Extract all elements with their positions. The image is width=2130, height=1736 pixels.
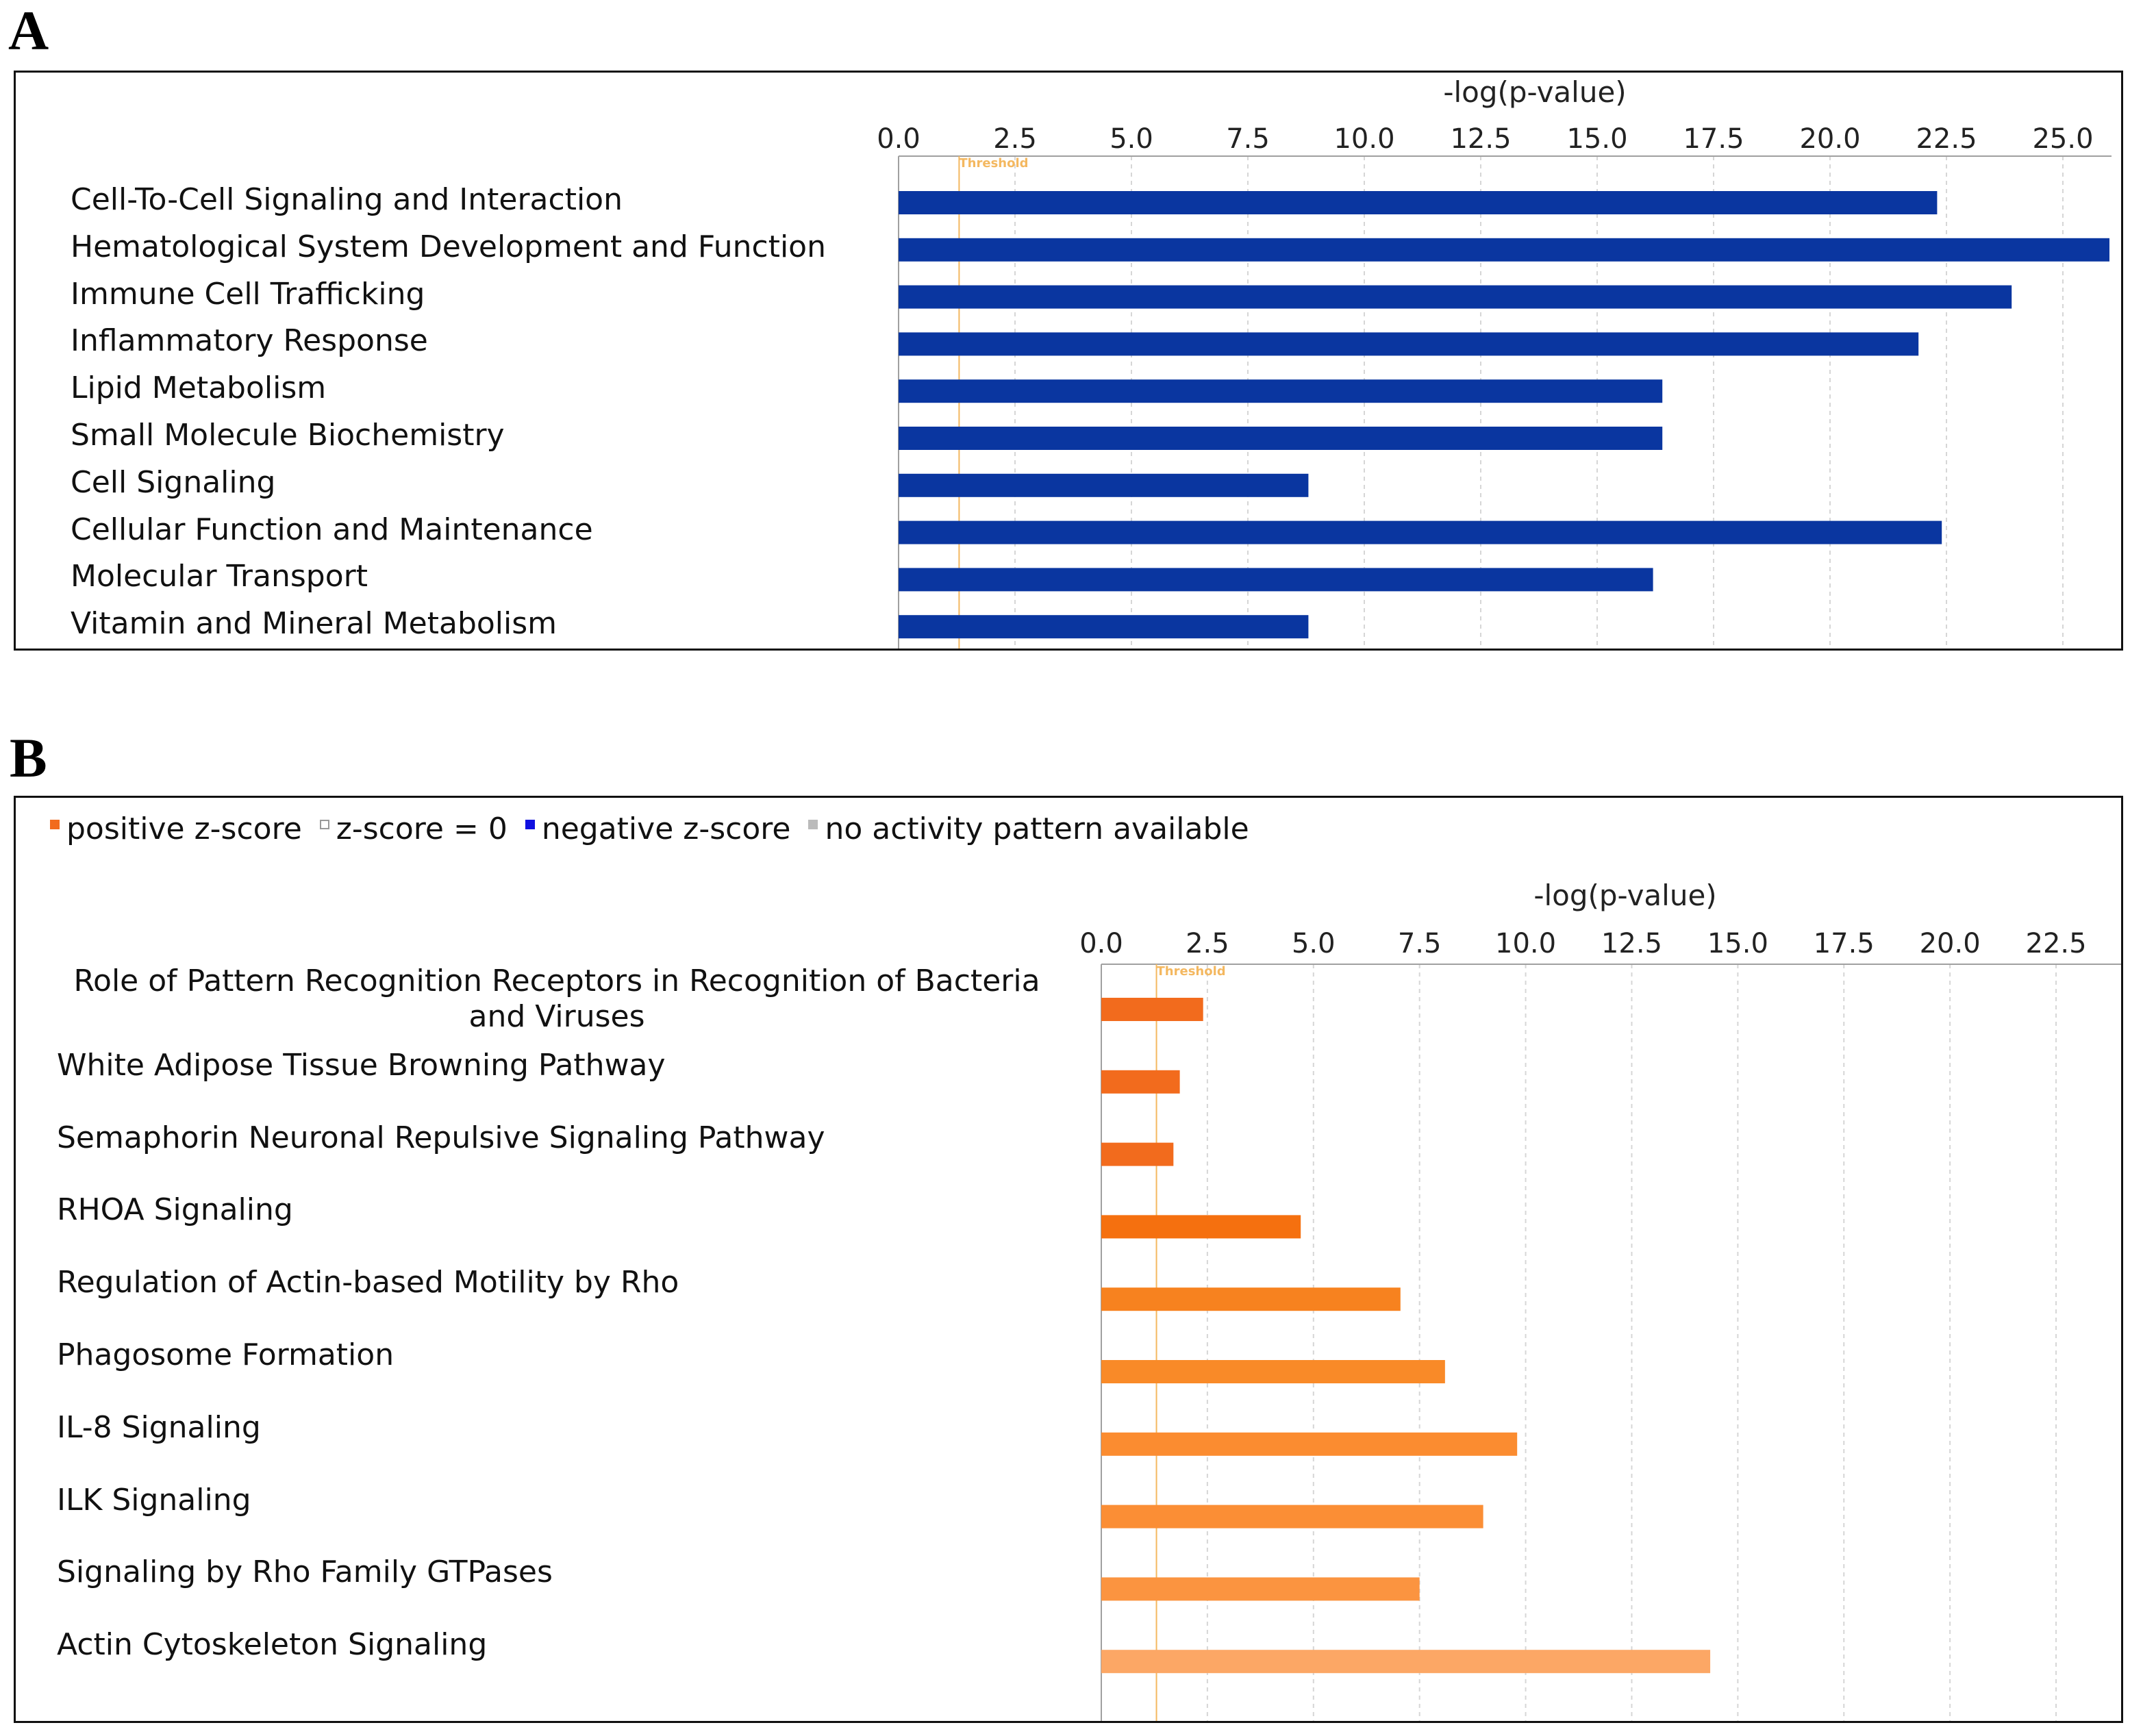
x-tick-label: 2.5	[993, 123, 1037, 155]
category-label: Cellular Function and Maintenance	[71, 512, 593, 547]
bar-10	[899, 615, 1309, 639]
category-label: Cell-To-Cell Signaling and Interaction	[71, 182, 623, 217]
bar-6	[1101, 1360, 1445, 1383]
category-label: Regulation of Actin-based Motility by Rh…	[57, 1265, 679, 1300]
panel-b-legend: positive z-score z-score = 0 negative z-…	[50, 812, 1249, 846]
category-label: Vitamin and Mineral Metabolism	[71, 606, 557, 642]
category-label: Semaphorin Neuronal Repulsive Signaling …	[57, 1120, 825, 1155]
bar-2	[899, 238, 2109, 262]
category-label: Lipid Metabolism	[71, 370, 327, 406]
category-label: Role of Pattern Recognition Receptors in…	[73, 964, 1040, 1034]
x-tick-label: 12.5	[1450, 123, 1511, 155]
threshold-label: Threshold	[959, 156, 1028, 171]
bar-1	[899, 191, 1938, 214]
bar-5	[1101, 1287, 1401, 1311]
category-label: ILK Signaling	[57, 1482, 251, 1518]
category-label: IL-8 Signaling	[57, 1409, 261, 1445]
x-tick-label: 22.5	[1916, 123, 1977, 155]
x-tick-label: 17.5	[1683, 123, 1744, 155]
axis-title: -log(p-value)	[1533, 879, 1716, 912]
bar-1	[1101, 998, 1203, 1021]
legend-swatch-no-activity	[808, 819, 818, 829]
category-label: Phagosome Formation	[57, 1337, 394, 1372]
legend-swatch-positive	[50, 819, 60, 829]
panel-a-plot: -log(p-value) 0.0 2.5 5.0 7.5 10.0 12.5 15.0 17.…	[877, 75, 2112, 649]
x-tick-label: 7.5	[1398, 928, 1442, 959]
panel-b-letter: B	[10, 727, 47, 789]
x-tick-label: 17.5	[1814, 928, 1875, 959]
panel-a-letter: A	[8, 0, 49, 62]
x-tick-label: 12.5	[1601, 928, 1662, 959]
bar-7	[899, 473, 1309, 497]
legend-swatch-zero	[319, 819, 329, 829]
x-tick-label: 20.0	[1799, 123, 1860, 155]
category-label: White Adipose Tissue Browning Pathway	[57, 1047, 666, 1083]
category-label: RHOA Signaling	[57, 1192, 293, 1228]
category-label: Immune Cell Trafficking	[71, 276, 425, 312]
bar-6	[899, 427, 1663, 450]
bar-4	[899, 332, 1919, 356]
category-label: Cell Signaling	[71, 464, 276, 500]
threshold-label: Threshold	[1157, 964, 1226, 979]
bar-3	[1101, 1142, 1174, 1166]
panel-b-plot: -log(p-value) 0.0 2.5 5.0 7.5 10.0 12.5 15.0 17.…	[1079, 879, 2121, 1721]
category-label: Inflammatory Response	[71, 323, 428, 359]
x-tick-label: 0.0	[1079, 928, 1123, 959]
bar-10	[1101, 1650, 1711, 1674]
x-tick-label: 25.0	[2032, 123, 2093, 155]
bar-3	[899, 285, 2012, 309]
legend-item-zero: z-score = 0	[319, 812, 508, 846]
category-label: Actin Cytoskeleton Signaling	[57, 1627, 488, 1663]
x-tick-label: 2.5	[1186, 928, 1229, 959]
x-tick-label: 5.0	[1292, 928, 1336, 959]
bar-8	[899, 520, 1942, 544]
legend-label-zero: z-score = 0	[336, 812, 508, 846]
category-label: Molecular Transport	[71, 559, 368, 594]
panel-b-chart: positive z-score z-score = 0 negative z-…	[14, 796, 2123, 1723]
category-label: Hematological System Development and Fun…	[71, 229, 826, 264]
x-tick-label: 7.5	[1226, 123, 1270, 155]
legend-item-positive: positive z-score	[50, 812, 302, 846]
x-tick-label: 15.0	[1566, 123, 1627, 155]
bar-9	[899, 568, 1653, 592]
x-tick-label: 10.0	[1333, 123, 1394, 155]
bar-7	[1101, 1432, 1518, 1456]
x-tick-label: 0.0	[877, 123, 920, 155]
bar-2	[1101, 1070, 1180, 1094]
x-tick-label: 20.0	[1920, 928, 1981, 959]
legend-item-negative: negative z-score	[525, 812, 791, 846]
x-tick-label: 5.0	[1110, 123, 1153, 155]
legend-label-negative: negative z-score	[541, 812, 791, 846]
legend-label-no-activity: no activity pattern available	[825, 812, 1249, 846]
legend-item-no-activity: no activity pattern available	[808, 812, 1249, 846]
panel-a-chart: Cell-To-Cell Signaling and Interaction He…	[14, 71, 2123, 651]
x-tick-label: 10.0	[1495, 928, 1556, 959]
legend-label-positive: positive z-score	[66, 812, 302, 846]
bar-8	[1101, 1505, 1483, 1529]
bar-9	[1101, 1577, 1420, 1601]
bar-5	[899, 379, 1663, 403]
x-tick-label: 15.0	[1707, 928, 1768, 959]
bar-4	[1101, 1215, 1301, 1239]
category-label: Signaling by Rho Family GTPases	[57, 1555, 553, 1590]
x-tick-label: 22.5	[2026, 928, 2087, 959]
legend-swatch-negative	[525, 819, 535, 829]
axis-title: -log(p-value)	[1443, 75, 1626, 109]
category-label: Small Molecule Biochemistry	[71, 418, 505, 453]
